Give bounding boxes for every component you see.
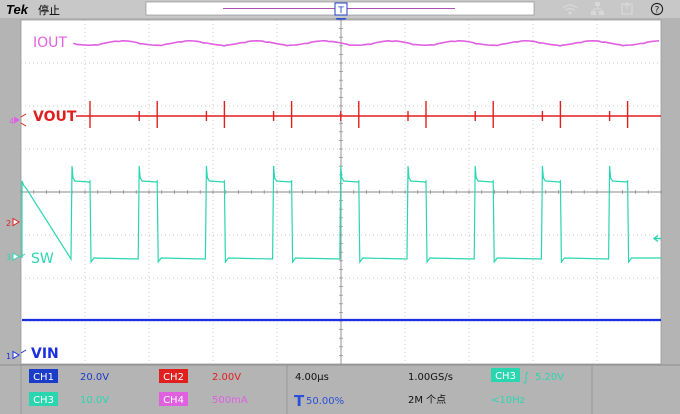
record-length: 2M 个点 (408, 394, 446, 406)
trigger-frequency: <10Hz (491, 395, 525, 406)
ch4-scale: 500mA (212, 395, 248, 406)
ch3-badge (29, 392, 58, 406)
sample-rate: 1.00GS/s (408, 372, 453, 383)
trigger-position-value: 50.00% (306, 396, 344, 407)
svg-text:2: 2 (6, 219, 11, 228)
ch4-ground-marker[interactable]: 4 (9, 113, 27, 127)
ch1-ground-marker[interactable]: 1 (6, 349, 27, 361)
trigger-source: CH3 (495, 371, 516, 382)
ch2-ground-marker[interactable]: 2 (6, 217, 20, 229)
horizontal-position[interactable]: T 50.00% (294, 392, 344, 410)
ch2-readout[interactable]: CH2 2.00V (159, 369, 241, 383)
bottom-bar (0, 365, 680, 414)
trigger-slope-icon: ∫ (523, 370, 529, 384)
ch1-readout[interactable]: CH1 20.0V (29, 369, 109, 383)
svg-text:?: ? (655, 6, 660, 16)
record-trigger-marker: T (337, 6, 344, 16)
svg-text:3: 3 (6, 253, 11, 262)
horizontal-scale[interactable]: 4.00µs (295, 372, 329, 383)
trigger-source-badge (491, 368, 520, 382)
vout-label-bg (33, 108, 75, 123)
ch1-badge (29, 369, 58, 383)
ch4-readout[interactable]: CH4 500mA (159, 392, 248, 406)
trigger-level: 5.20V (535, 372, 564, 383)
help-icon[interactable]: ? (650, 2, 664, 16)
brand-logo: Tek (6, 2, 29, 17)
sw-label[interactable]: SW (31, 251, 54, 267)
ch1-name: CH1 (33, 372, 54, 383)
vin-label[interactable]: VIN (31, 346, 59, 362)
acquisition-status: 停止 (38, 3, 60, 17)
ch1-scale: 20.0V (80, 372, 109, 383)
sw-label-bg (31, 250, 57, 265)
sw-waveform (21, 165, 661, 264)
iout-label[interactable]: IOUT (33, 35, 67, 51)
wifi-icon[interactable] (562, 4, 578, 15)
usb-icon[interactable] (621, 2, 633, 15)
ch3-name: CH3 (33, 395, 54, 406)
iout-label-bg (33, 34, 73, 49)
ch2-badge (159, 369, 188, 383)
iout-waveform (73, 39, 660, 47)
svg-text:1: 1 (6, 352, 11, 361)
svg-text:4: 4 (9, 117, 14, 126)
trigger-position-icon: T (294, 392, 305, 410)
trigger-readout[interactable]: CH3 ∫ 5.20V <10Hz (491, 368, 564, 406)
trigger-level-marker[interactable] (652, 234, 661, 243)
network-icon[interactable] (591, 2, 604, 15)
ch3-scale: 10.0V (80, 395, 109, 406)
vout-label[interactable]: VOUT (33, 109, 77, 125)
ch3-ground-marker[interactable]: 3 (6, 252, 26, 262)
ch2-name: CH2 (163, 372, 184, 383)
record-overview-window[interactable] (334, 2, 348, 16)
ch3-readout[interactable]: CH3 10.0V (29, 392, 109, 406)
ch4-badge (159, 392, 188, 406)
ch4-name: CH4 (163, 395, 184, 406)
ch2-scale: 2.00V (212, 372, 241, 383)
